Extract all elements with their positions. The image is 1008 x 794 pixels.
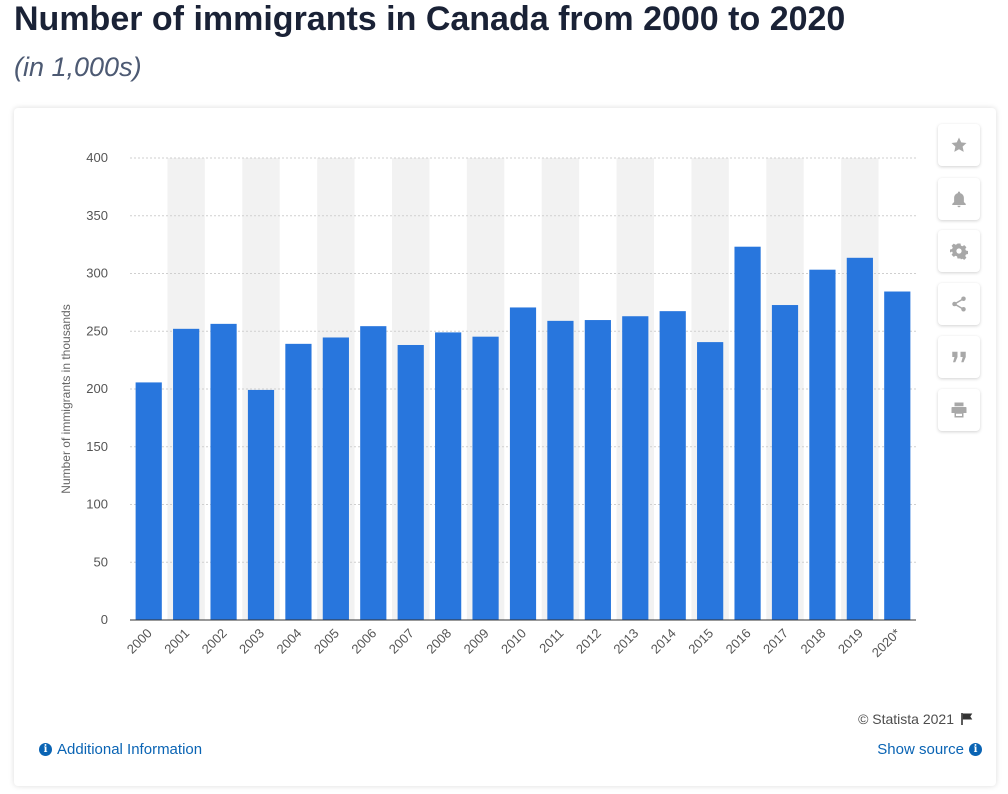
- bar[interactable]: [622, 316, 649, 620]
- y-tick-label: 350: [86, 208, 108, 223]
- x-tick-label: 2004: [273, 626, 304, 657]
- show-source-link[interactable]: Show source i: [877, 741, 982, 758]
- bar[interactable]: [247, 389, 275, 620]
- bar[interactable]: [322, 337, 349, 620]
- bar[interactable]: [771, 305, 799, 620]
- bar[interactable]: [884, 291, 911, 620]
- bar[interactable]: [435, 332, 462, 620]
- additional-information-link[interactable]: i Additional Information: [39, 741, 202, 758]
- print-button[interactable]: [938, 389, 980, 431]
- favorite-button[interactable]: [938, 124, 980, 166]
- page-subtitle: (in 1,000s): [14, 52, 142, 82]
- bar[interactable]: [135, 382, 162, 620]
- flag-icon[interactable]: [960, 712, 974, 726]
- bar[interactable]: [472, 336, 499, 620]
- gear-icon: [950, 243, 968, 260]
- x-tick-label: 2013: [610, 626, 641, 657]
- x-tick-label: 2018: [797, 626, 828, 657]
- info-icon: i: [969, 743, 982, 756]
- settings-button[interactable]: [938, 230, 980, 272]
- y-tick-label: 300: [86, 266, 108, 281]
- y-tick-label: 250: [86, 323, 108, 338]
- x-tick-label: 2000: [124, 626, 155, 657]
- x-tick-labels: 2000 2001 2002 2003 2004 2005 2006 2007 2008 2009…: [124, 626, 904, 661]
- bar[interactable]: [734, 246, 761, 621]
- show-source-label: Show source: [877, 741, 964, 758]
- bar[interactable]: [509, 307, 537, 620]
- x-tick-label: 2006: [348, 626, 379, 657]
- x-tick-label: 2019: [835, 626, 866, 657]
- bar[interactable]: [397, 344, 424, 620]
- bar[interactable]: [360, 326, 387, 620]
- y-tick-labels: 0 50 100 150 200 250 300 350 400: [86, 150, 108, 627]
- x-tick-label: 2008: [423, 626, 454, 657]
- additional-information-label: Additional Information: [57, 741, 203, 758]
- copyright-text: © Statista 2021: [858, 711, 954, 727]
- x-tick-label: 2010: [498, 626, 529, 657]
- y-tick-label: 150: [86, 439, 108, 454]
- copyright-notice: © Statista 2021: [858, 711, 974, 727]
- y-tick-label: 0: [101, 612, 108, 627]
- bar[interactable]: [809, 269, 836, 620]
- x-tick-label: 2017: [760, 626, 791, 657]
- bar[interactable]: [584, 320, 611, 620]
- y-tick-label: 200: [86, 381, 108, 396]
- x-tick-label: 2002: [199, 626, 230, 657]
- share-icon: [952, 296, 966, 312]
- y-tick-label: 100: [86, 497, 108, 512]
- y-tick-label: 400: [86, 150, 108, 165]
- chart-bars: [135, 246, 911, 621]
- x-tick-label: 2001: [161, 626, 192, 657]
- x-tick-label: 2005: [311, 626, 342, 657]
- x-tick-label: 2011: [536, 626, 566, 656]
- share-button[interactable]: [938, 283, 980, 325]
- x-tick-label: 2014: [648, 626, 679, 657]
- bell-icon: [952, 191, 966, 208]
- x-tick-label: 2009: [461, 626, 492, 657]
- y-tick-label: 50: [94, 554, 108, 569]
- x-tick-label: 2012: [573, 626, 604, 657]
- bar[interactable]: [173, 328, 200, 620]
- notification-button[interactable]: [938, 178, 980, 220]
- x-tick-label: 2003: [236, 626, 267, 657]
- quote-icon: [952, 351, 966, 363]
- cite-button[interactable]: [938, 336, 980, 378]
- bar[interactable]: [210, 323, 237, 620]
- print-icon: [951, 402, 967, 418]
- y-axis-title: Number of immigrants in thousands: [59, 304, 73, 493]
- bar[interactable]: [285, 343, 312, 620]
- bar[interactable]: [697, 342, 724, 620]
- bar[interactable]: [659, 311, 686, 620]
- chart-card: 0 50 100 150 200 250 300 350 400 2000 2001 2002 200…: [14, 108, 996, 786]
- x-tick-label: 2016: [723, 626, 754, 657]
- x-tick-label: 2015: [685, 626, 716, 657]
- info-icon: i: [39, 743, 52, 756]
- bar[interactable]: [547, 320, 574, 620]
- bar[interactable]: [846, 257, 873, 620]
- x-tick-label: 2020*: [869, 626, 904, 661]
- page-title: Number of immigrants in Canada from 2000…: [14, 0, 846, 38]
- star-icon: [951, 137, 967, 152]
- x-tick-label: 2007: [386, 626, 417, 657]
